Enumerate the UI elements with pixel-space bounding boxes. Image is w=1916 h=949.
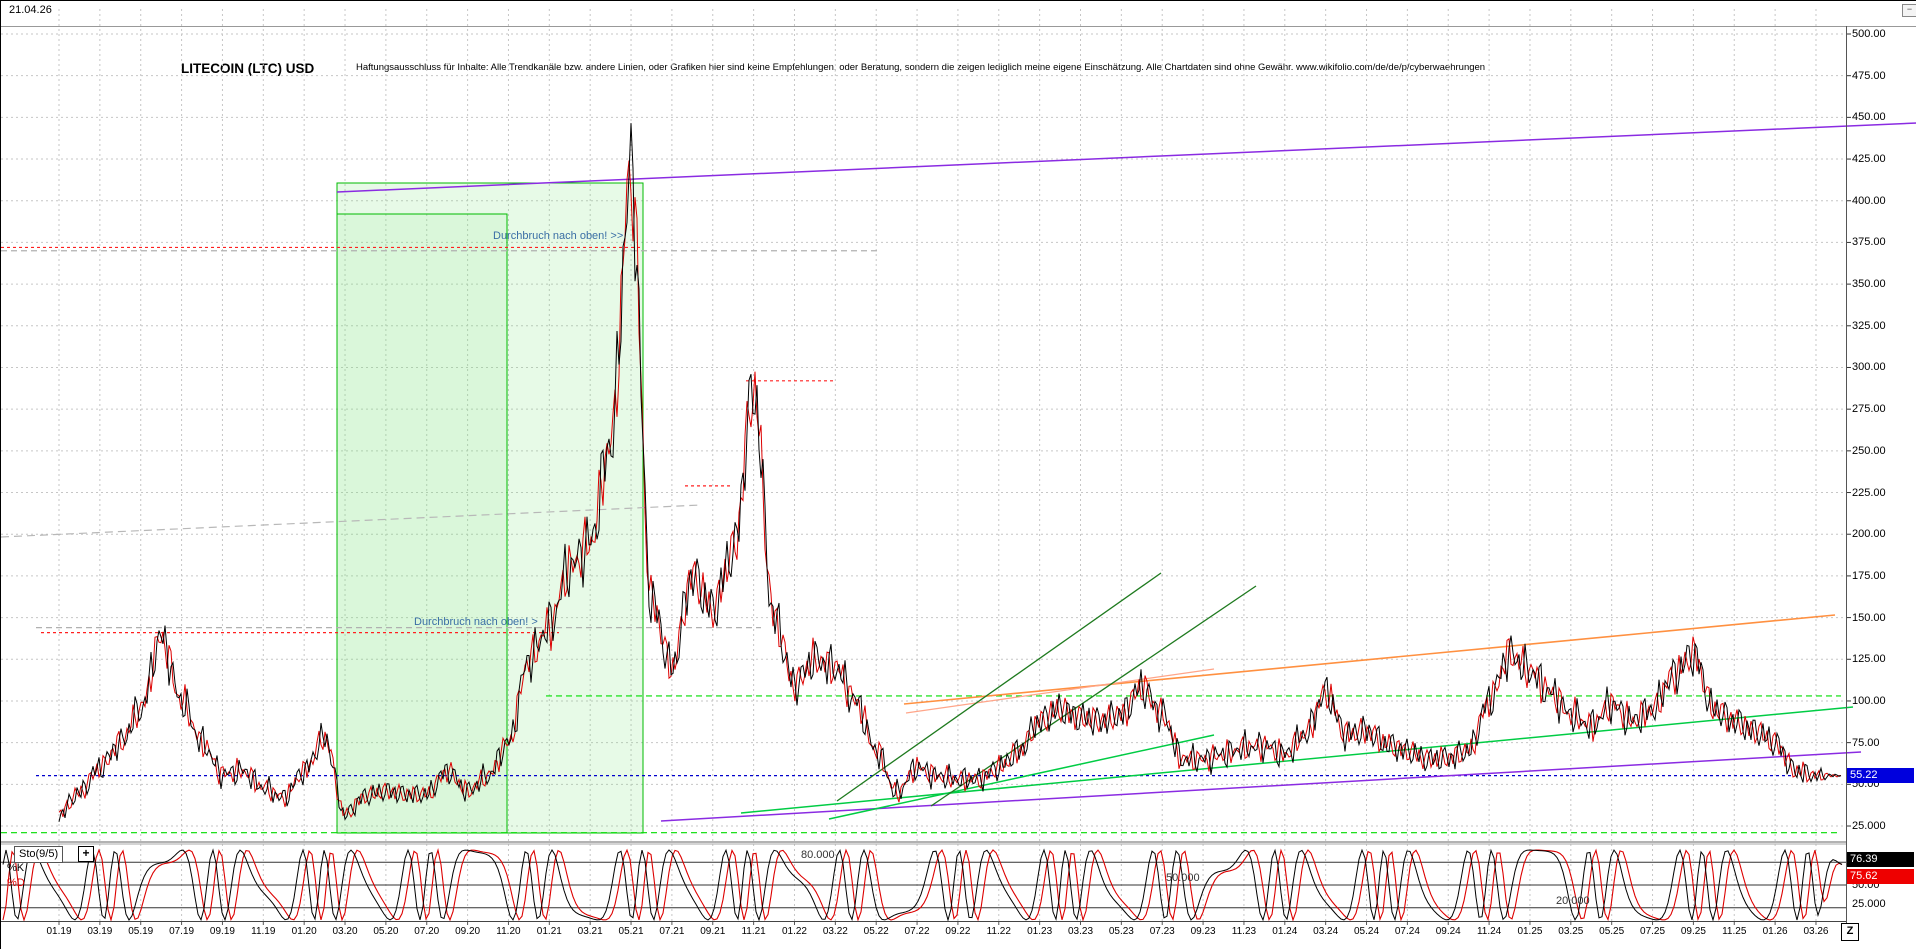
collapse-icon[interactable]: − xyxy=(1902,4,1916,17)
axis-divider xyxy=(1846,26,1847,941)
price-axis-label: 125.00 xyxy=(1852,653,1886,666)
trendline xyxy=(828,734,1215,820)
date-axis-label: 05.19 xyxy=(128,926,154,937)
date-axis-label: 05.21 xyxy=(618,926,644,937)
x-axis-line xyxy=(1,921,1846,922)
date-axis-label: 09.23 xyxy=(1190,926,1216,937)
date-axis-label: 11.24 xyxy=(1476,926,1502,937)
price-axis-label: 175.00 xyxy=(1852,569,1886,582)
date-axis-label: 05.25 xyxy=(1599,926,1625,937)
price-series-down xyxy=(58,160,1842,818)
price-axis-label: 225.00 xyxy=(1852,486,1886,499)
date-axis-label: 03.19 xyxy=(87,926,113,937)
date-axis-label: 09.25 xyxy=(1680,926,1706,937)
date-axis-label: 01.26 xyxy=(1762,926,1788,937)
date-axis-label: 07.21 xyxy=(659,926,685,937)
price-axis-label: 25.000 xyxy=(1852,820,1886,832)
trendline xyxy=(660,751,1862,822)
stochastic-level-label: 80.000 xyxy=(801,849,835,862)
date-axis-label: 11.20 xyxy=(496,926,521,937)
date-axis-label: 05.22 xyxy=(863,926,889,937)
date-axis-label: 01.25 xyxy=(1517,926,1543,937)
breakout-highlight-box xyxy=(336,213,508,834)
date-axis-label: 11.25 xyxy=(1722,926,1747,937)
top-border xyxy=(1,26,1916,27)
date-axis-label: 11.22 xyxy=(986,926,1011,937)
price-series-up xyxy=(58,123,1842,822)
date-axis-label: 07.23 xyxy=(1149,926,1175,937)
date-axis-label: 07.20 xyxy=(414,926,440,937)
stochastic-level-label: 50.000 xyxy=(1166,872,1200,884)
stochastic-k-badge: 76.39 xyxy=(1847,851,1914,867)
date-axis-label: 03.23 xyxy=(1067,926,1094,937)
price-axis-label: 350.00 xyxy=(1852,278,1886,291)
date-axis-label: 03.20 xyxy=(332,926,358,937)
date-axis-label: 01.24 xyxy=(1272,926,1298,937)
price-axis-label: 450.00 xyxy=(1852,111,1886,124)
date-axis-label: 07.22 xyxy=(904,926,930,937)
date-axis-label: 01.20 xyxy=(291,926,317,937)
date-axis-label: 03.26 xyxy=(1803,926,1829,937)
trendline xyxy=(336,122,1916,193)
price-axis-label: 475.00 xyxy=(1852,69,1886,82)
date-axis-label: 09.21 xyxy=(700,926,726,937)
add-indicator-button[interactable]: + xyxy=(78,846,94,862)
stochastic-d-badge: 75.62 xyxy=(1847,868,1914,884)
chart-title: LITECOIN (LTC) USD xyxy=(181,61,315,76)
price-axis-label: 425.00 xyxy=(1852,153,1886,166)
date-axis-label: 03.25 xyxy=(1558,926,1584,937)
indicator-name-button[interactable]: Sto(9/5) xyxy=(14,846,64,863)
price-axis-label: 375.00 xyxy=(1852,236,1886,249)
stochastic-level-label: 20.000 xyxy=(1556,894,1590,907)
date-axis-label: 07.25 xyxy=(1640,926,1666,937)
date-axis-label: 01.23 xyxy=(1027,926,1053,937)
current-price-badge: 55.22 xyxy=(1847,767,1914,783)
price-axis-label: 100.00 xyxy=(1852,694,1886,707)
date-axis-label: 01.21 xyxy=(536,926,562,937)
price-axis-label: 500.00 xyxy=(1852,28,1886,40)
price-axis-label: 250.00 xyxy=(1852,444,1886,457)
price-axis-label: 275.00 xyxy=(1852,403,1886,416)
date-axis-label: 01.22 xyxy=(781,926,807,937)
price-axis-label: 200.00 xyxy=(1852,528,1886,541)
stochastic-axis-label: 25.000 xyxy=(1852,898,1886,910)
date-axis-label: 07.19 xyxy=(169,926,195,937)
date-axis-label: 11.23 xyxy=(1231,926,1257,937)
date-axis-label: 09.24 xyxy=(1435,926,1461,937)
disclaimer-text: Haftungsausschluss für Inhalte: Alle Tre… xyxy=(356,62,1486,73)
trendline xyxy=(930,585,1257,807)
zoom-button[interactable]: Z xyxy=(1841,923,1859,941)
price-axis-label: 75.00 xyxy=(1852,736,1880,749)
price-axis-label: 325.00 xyxy=(1852,319,1886,332)
breakout-annotation: Durchbruch nach oben! > xyxy=(414,616,538,628)
date-axis-label: 01.19 xyxy=(46,926,72,937)
chart-date: 21.04.26 xyxy=(9,4,52,16)
date-axis-label: 11.19 xyxy=(251,926,276,937)
date-axis-label: 05.24 xyxy=(1354,926,1380,937)
date-axis-label: 09.22 xyxy=(945,926,971,937)
price-axis-label: 300.00 xyxy=(1852,361,1886,374)
date-axis-label: 11.21 xyxy=(741,926,766,937)
breakout-annotation: Durchbruch nach oben! >> xyxy=(493,230,624,242)
price-axis-label: 150.00 xyxy=(1852,611,1886,624)
date-axis-label: 05.20 xyxy=(373,926,399,937)
date-axis-label: 03.22 xyxy=(822,926,848,937)
k-line-label: %K xyxy=(7,862,25,874)
price-axis-label: 400.00 xyxy=(1852,194,1886,207)
trendline xyxy=(905,668,1215,714)
date-axis-label: 09.20 xyxy=(455,926,481,937)
date-axis-label: 03.21 xyxy=(577,926,603,937)
date-axis-label: 07.24 xyxy=(1394,926,1420,937)
date-axis-label: 03.24 xyxy=(1313,926,1339,937)
trendline xyxy=(740,706,1854,814)
trendline xyxy=(836,572,1162,802)
date-axis-label: 09.19 xyxy=(209,926,235,937)
d-line-label: %D xyxy=(7,877,25,889)
stochastic-k-line xyxy=(2,848,1843,922)
date-axis-label: 05.23 xyxy=(1108,926,1134,937)
trendline xyxy=(903,614,1836,705)
